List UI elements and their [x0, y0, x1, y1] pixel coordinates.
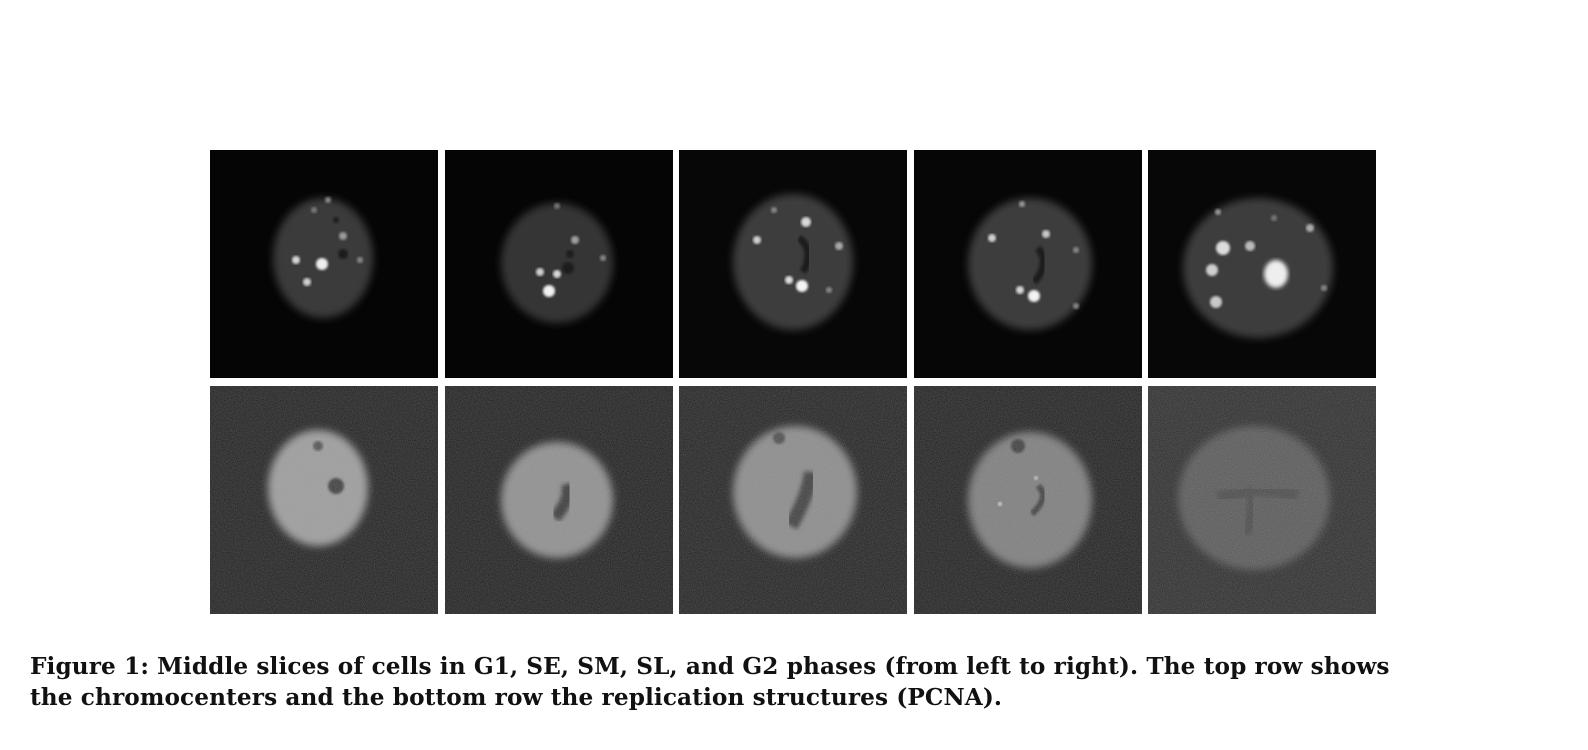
panel-pcna-sm — [679, 386, 907, 614]
figure-panel-grid — [210, 150, 1376, 614]
panel-chromocenters-se — [445, 150, 673, 378]
panel-pcna-g2 — [1148, 386, 1376, 614]
panel-pcna-g1 — [210, 386, 438, 614]
panel-chromocenters-g2 — [1148, 150, 1376, 378]
panel-chromocenters-sm — [679, 150, 907, 378]
caption-line-2: the chromocenters and the bottom row the… — [30, 684, 1003, 711]
panel-chromocenters-g1 — [210, 150, 438, 378]
caption-line-1: Figure 1: Middle slices of cells in G1, … — [30, 653, 1390, 680]
panel-pcna-se — [445, 386, 673, 614]
figure-caption: Figure 1: Middle slices of cells in G1, … — [30, 651, 1570, 713]
panel-pcna-sl — [914, 386, 1142, 614]
panel-chromocenters-sl — [914, 150, 1142, 378]
